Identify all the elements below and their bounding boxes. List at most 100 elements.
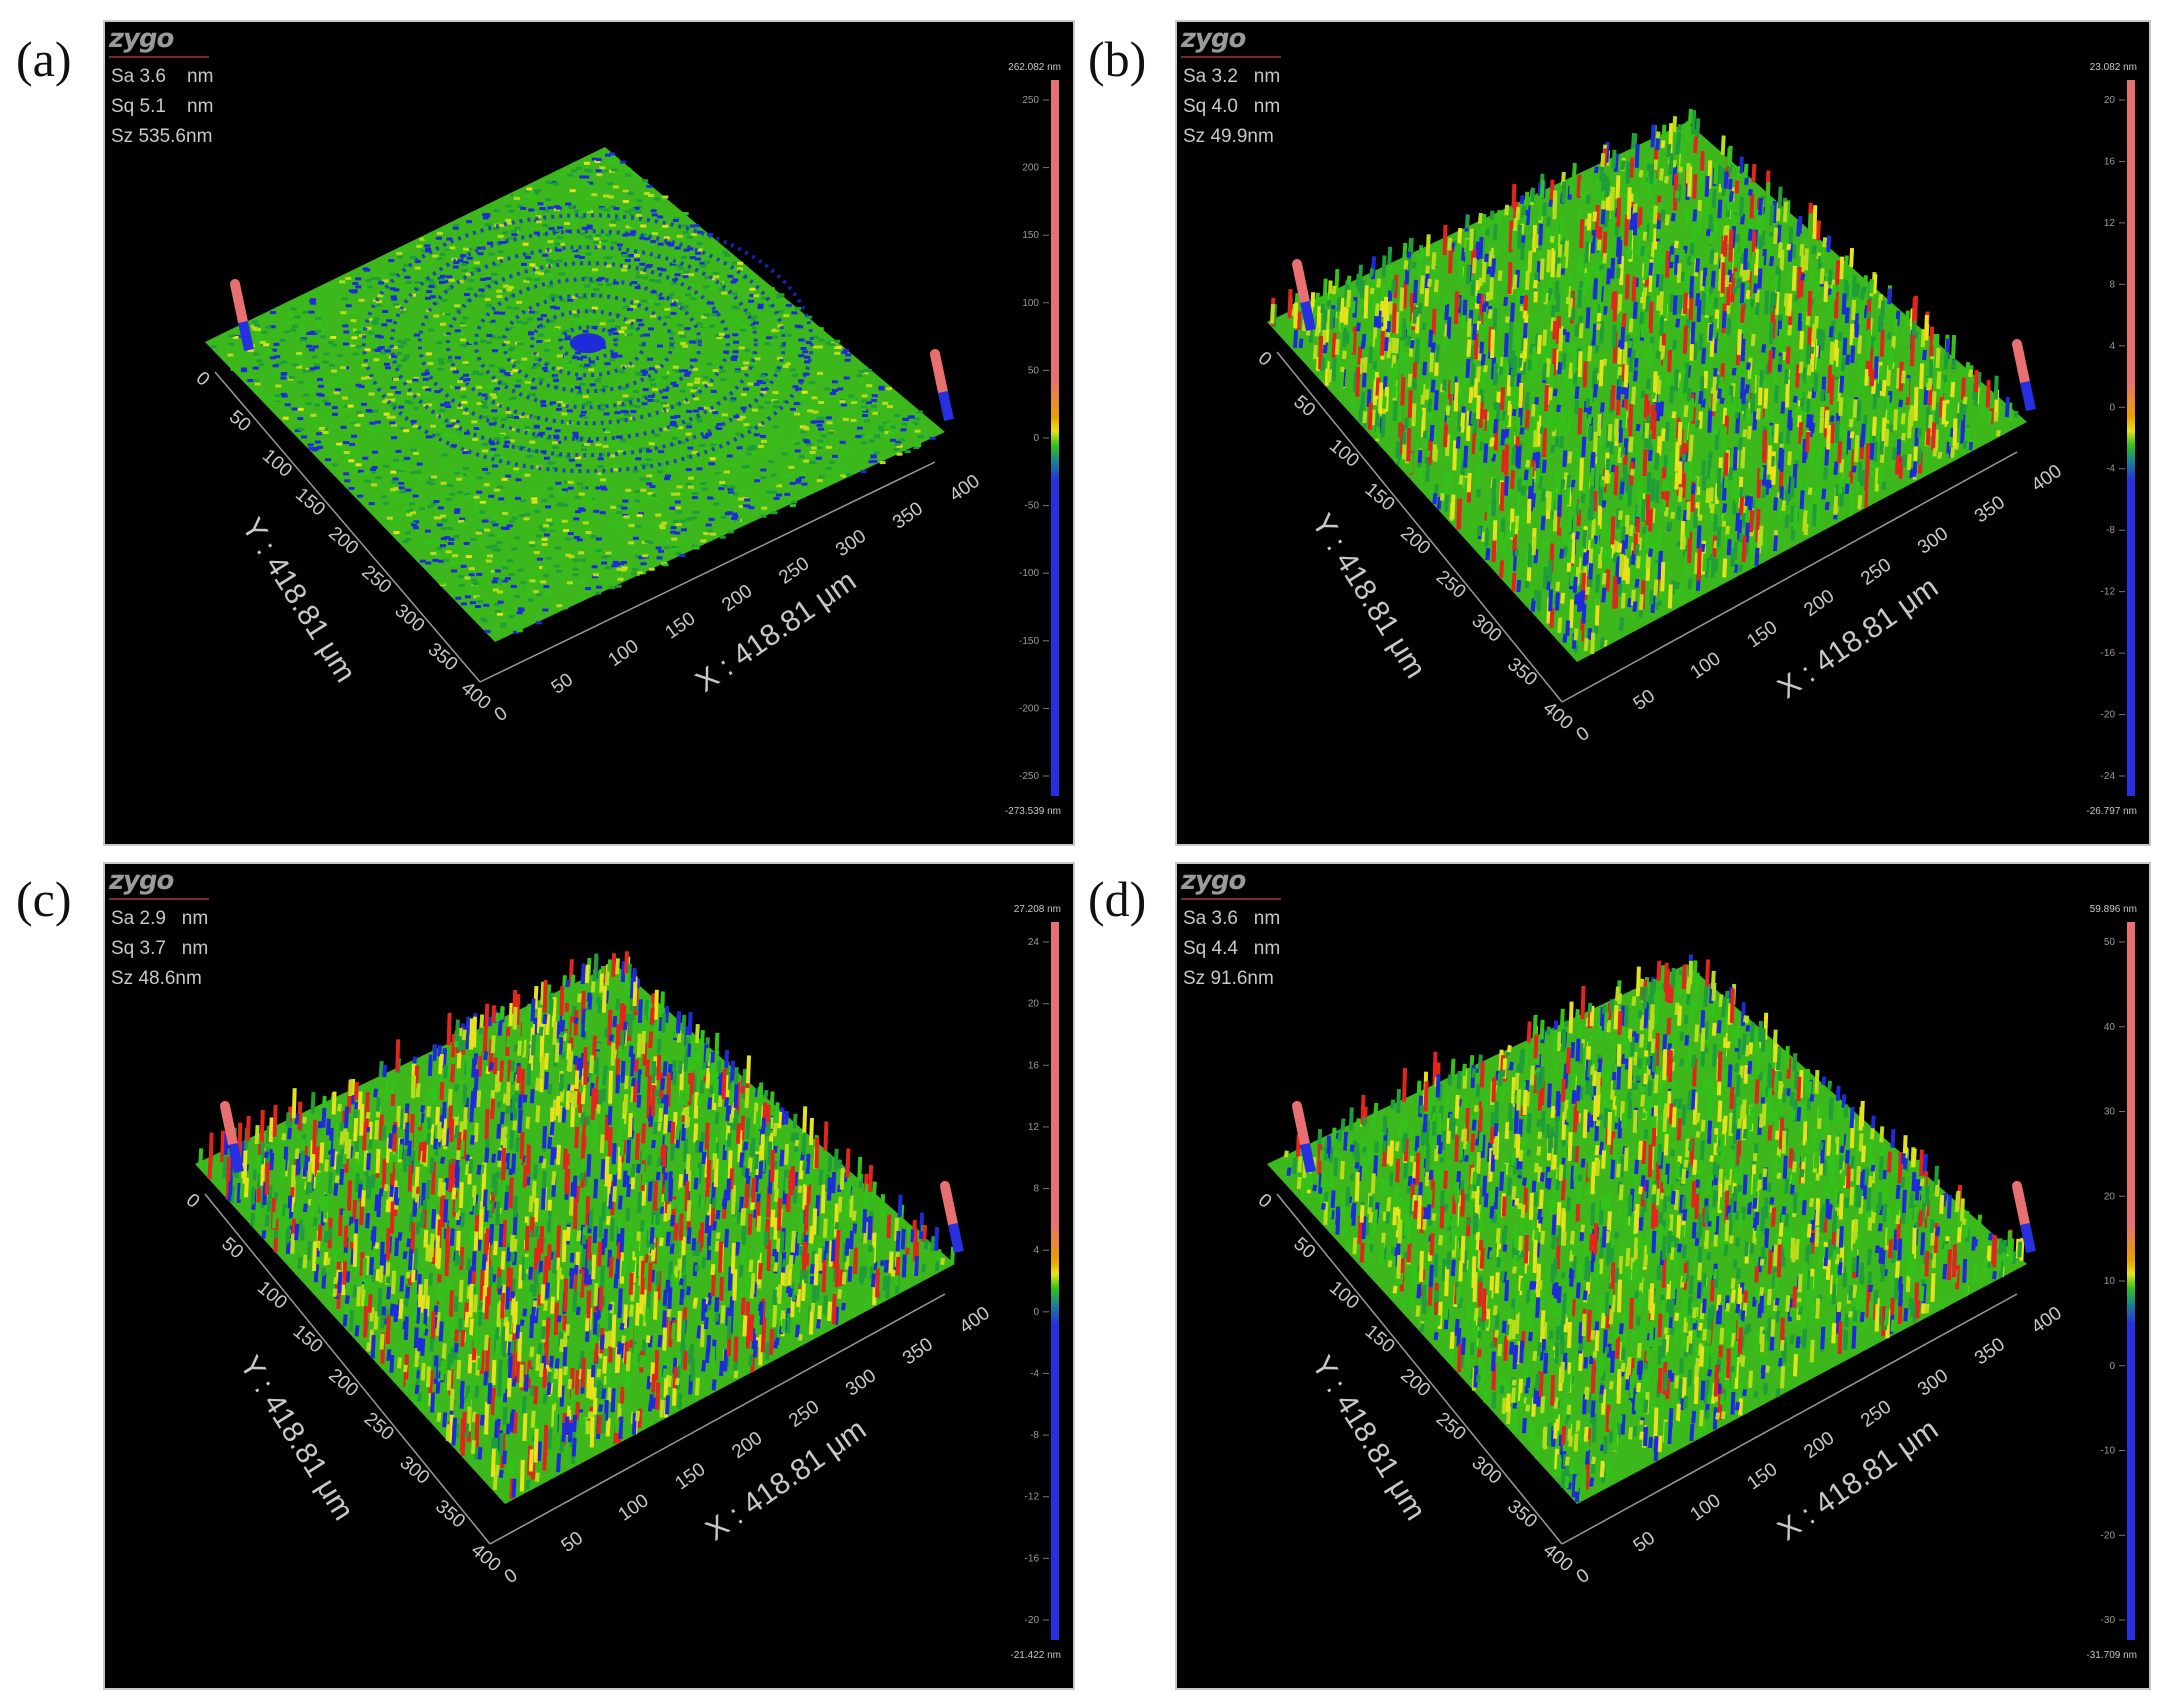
y-tick-label: 0 — [182, 1190, 204, 1213]
stat-sq: Sq 3.7 nm — [111, 938, 209, 959]
corner-post-base — [948, 1222, 964, 1254]
scale-tick-label: 12 — [2104, 218, 2116, 229]
scale-tick-label: -4 — [2106, 464, 2115, 475]
scale-tick-label: 20 — [1028, 999, 1040, 1010]
x-tick-label: 350 — [1971, 1334, 2009, 1369]
x-tick-label: 300 — [842, 1365, 880, 1400]
y-tick-label: 300 — [396, 1452, 434, 1488]
stat-sz: Sz 49.9nm — [1183, 126, 1274, 147]
scale-tick-label: -20 — [1025, 1615, 1040, 1626]
scale-tick-label: -200 — [1019, 703, 1039, 714]
scale-tick-label: -8 — [1030, 1430, 1039, 1441]
x-tick-label: 350 — [899, 1334, 937, 1369]
y-axis-line — [214, 371, 481, 683]
x-tick-label: 200 — [718, 581, 756, 616]
x-tick-label: 250 — [785, 1397, 823, 1432]
y-tick-label: 150 — [1361, 1321, 1399, 1357]
stat-sq: Sq 4.0 nm — [1183, 96, 1281, 117]
surface-plot-c: 0501001502002503003504000501001502002503… — [182, 904, 1061, 1661]
x-tick-label: 50 — [1630, 686, 1659, 715]
scale-tick-label: -12 — [2101, 587, 2116, 598]
y-tick-label: 50 — [1289, 392, 1319, 422]
scale-tick-label: 20 — [2104, 1191, 2116, 1202]
stat-sz: Sz 48.6nm — [111, 968, 202, 989]
scale-max-label: 23.082 nm — [2090, 62, 2137, 73]
corner-post — [1292, 1101, 1310, 1149]
corner-post-base — [1300, 300, 1316, 332]
y-tick-label: 100 — [253, 1277, 291, 1313]
ring — [557, 325, 618, 362]
y-tick-label: 250 — [357, 562, 395, 598]
y-tick-label: 150 — [291, 484, 329, 520]
scale-tick-label: -250 — [1019, 771, 1039, 782]
panel-label-a: (a) — [16, 31, 72, 87]
stat-sq: Sq 4.4 nm — [1183, 938, 1281, 959]
scale-tick-label: 0 — [2109, 402, 2115, 413]
y-axis-line — [1276, 351, 1563, 703]
stat-sa: Sa 3.6 nm — [111, 66, 214, 87]
scale-tick-label: 30 — [2104, 1107, 2116, 1118]
logo-underline — [109, 898, 209, 900]
ring — [529, 309, 646, 378]
x-tick-label: 150 — [1743, 617, 1781, 652]
y-tick-label: 200 — [324, 523, 362, 559]
x-axis-line — [1561, 451, 2018, 703]
scale-tick-label: 16 — [1028, 1060, 1040, 1071]
x-tick-label: 400 — [956, 1303, 994, 1338]
ring-center — [569, 333, 606, 354]
x-tick-label: 200 — [728, 1428, 766, 1463]
x-tick-label: 50 — [1630, 1528, 1659, 1557]
scale-tick-label: -4 — [1030, 1368, 1039, 1379]
y-tick-label: 200 — [324, 1365, 362, 1401]
x-tick-label: 350 — [889, 498, 927, 533]
scale-tick-label: -150 — [1019, 636, 1039, 647]
surface-map-panel-b: 0 50 100 150 200 250 300 350 400 0 50 100 150 200 250 3… — [1175, 20, 2151, 846]
corner-post-base — [938, 390, 954, 422]
scale-tick-label: 4 — [2109, 341, 2115, 352]
x-tick-label: 50 — [558, 1528, 587, 1557]
scale-tick-label: -10 — [2101, 1446, 2116, 1457]
surface-texture — [1270, 108, 2019, 654]
y-tick-label: 150 — [1361, 479, 1399, 515]
y-tick-label: 250 — [1432, 1409, 1470, 1445]
y-tick-label: 0 — [1254, 1190, 1276, 1213]
ring — [501, 293, 674, 394]
scale-tick-label: -100 — [1019, 568, 1039, 579]
x-tick-label: 100 — [1687, 648, 1725, 683]
x-tick-label: 150 — [1743, 1459, 1781, 1494]
scale-tick-label: 150 — [1022, 230, 1039, 241]
scale-tick-label: -24 — [2101, 771, 2116, 782]
corner-post — [230, 279, 248, 327]
x-axis-line — [489, 1293, 946, 1545]
scale-tick-label: 8 — [1033, 1184, 1039, 1195]
panel-label-c: (c) — [16, 871, 72, 927]
corner-post-base — [2020, 1222, 2036, 1254]
scale-tick-label: 8 — [2109, 279, 2115, 290]
y-tick-label: 0 — [1254, 348, 1276, 371]
x-tick-label: 400 — [2028, 461, 2066, 496]
surface-plot-a: 0501001502002503003504000501001502002503… — [192, 62, 1061, 817]
surface-plot-b: 0501001502002503003504000501001502002503… — [1254, 62, 2137, 817]
logo-underline — [1181, 898, 1281, 900]
y-tick-label: 400 — [467, 1540, 505, 1576]
y-tick-label: 0 — [192, 368, 214, 391]
y-tick-label: 300 — [1468, 610, 1506, 646]
ring — [389, 229, 786, 458]
scale-tick-label: 50 — [2104, 937, 2116, 948]
x-tick-label: 100 — [615, 1490, 653, 1525]
y-tick-label: 400 — [1539, 698, 1577, 734]
corner-post — [930, 349, 948, 397]
y-tick-label: 350 — [431, 1496, 469, 1532]
scale-tick-label: 50 — [1028, 365, 1040, 376]
scale-tick-label: 250 — [1022, 95, 1039, 106]
y-tick-label: 300 — [391, 600, 429, 636]
stat-sa: Sa 3.6 nm — [1183, 908, 1281, 929]
ring — [473, 277, 702, 410]
stat-sz: Sz 535.6nm — [111, 126, 213, 147]
surface-plot-d: 0501001502002503003504000501001502002503… — [1254, 904, 2137, 1661]
y-tick-label: 350 — [1503, 1496, 1541, 1532]
y-tick-label: 400 — [1539, 1540, 1577, 1576]
x-tick-label: 250 — [775, 553, 813, 588]
x-tick-label: 400 — [2028, 1303, 2066, 1338]
corner-post — [2012, 339, 2030, 387]
